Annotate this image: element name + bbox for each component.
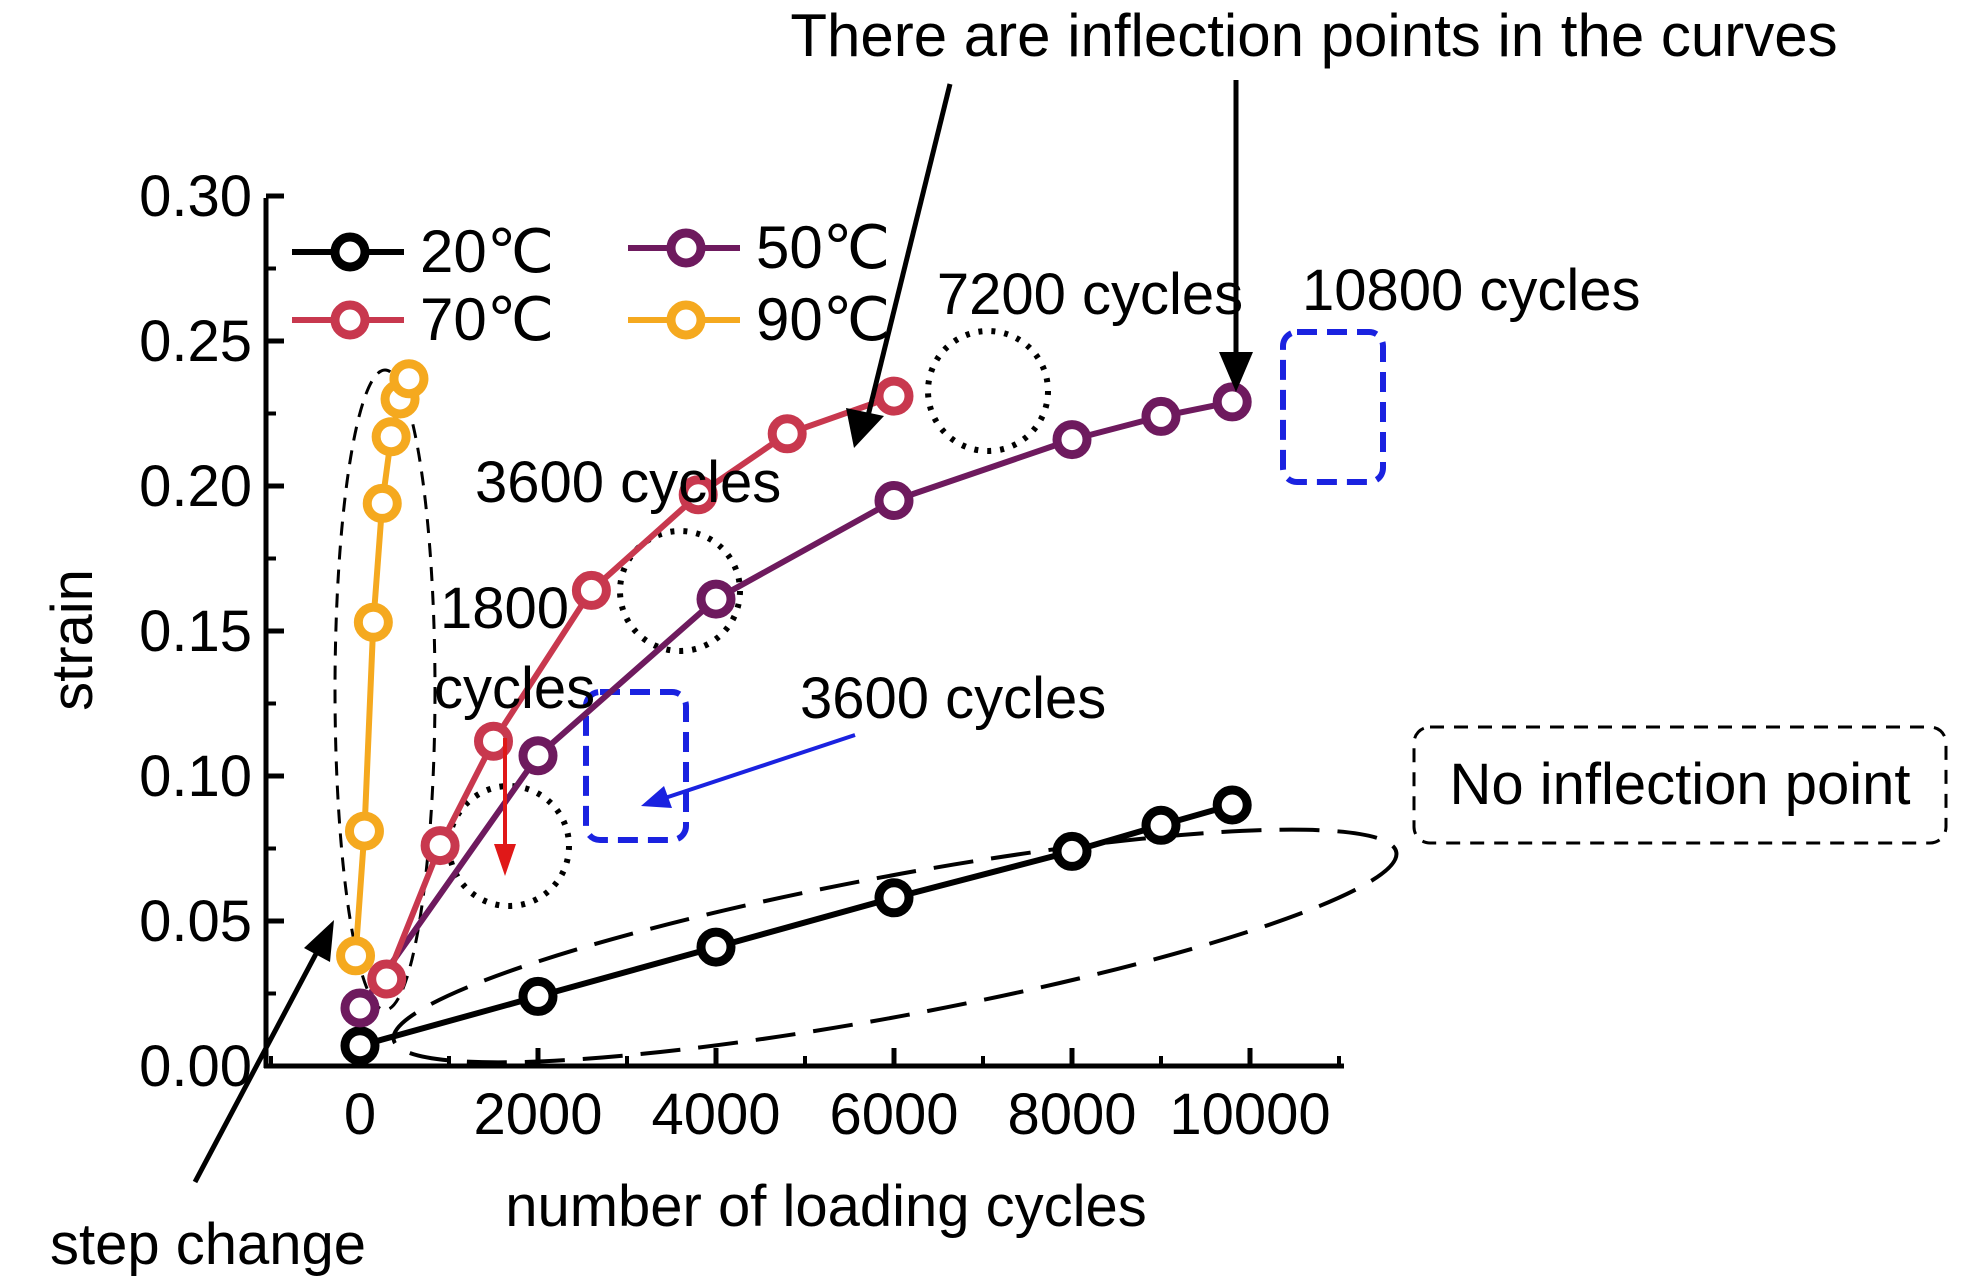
arrow-step-change-shaft bbox=[192, 948, 321, 1184]
series-3 bbox=[336, 359, 429, 976]
legend-marker-90c bbox=[666, 300, 706, 340]
legend-marker-50c bbox=[666, 228, 706, 268]
annotation-step-change: step change bbox=[50, 1212, 366, 1276]
data-point bbox=[371, 417, 411, 457]
legend-label-20c: 20℃ bbox=[420, 218, 554, 285]
data-point bbox=[571, 570, 611, 610]
data-point bbox=[518, 976, 558, 1016]
x-tick-label: 2000 bbox=[473, 1082, 602, 1147]
data-point bbox=[362, 483, 402, 523]
arrow-1800-head bbox=[494, 844, 516, 876]
x-axis-title: number of loading cycles bbox=[505, 1174, 1147, 1239]
data-point bbox=[678, 475, 718, 515]
data-point bbox=[1052, 420, 1092, 460]
arrow-3600-blue-head bbox=[641, 786, 672, 808]
data-point bbox=[518, 736, 558, 776]
x-tick-label: 0 bbox=[344, 1082, 376, 1147]
data-point bbox=[874, 481, 914, 520]
x-tick-label: 10000 bbox=[1169, 1082, 1330, 1147]
annotation-10800-cycles: 10800 cycles bbox=[1302, 258, 1641, 323]
data-point bbox=[1212, 785, 1252, 825]
y-tick-label: 0.30 bbox=[139, 164, 252, 229]
data-point bbox=[767, 414, 807, 454]
y-axis-title: strain bbox=[40, 569, 105, 711]
data-point bbox=[344, 811, 384, 851]
series-layer bbox=[336, 359, 1252, 1066]
y-tick-label: 0.00 bbox=[139, 1034, 252, 1099]
no-inflection-box bbox=[1412, 725, 1948, 845]
series-2 bbox=[367, 376, 914, 999]
data-point bbox=[353, 602, 393, 642]
series-1 bbox=[340, 382, 1252, 1028]
annotation-7200-cycles: 7200 cycles bbox=[937, 262, 1243, 327]
circle-1800-cycles bbox=[446, 783, 572, 909]
data-point bbox=[340, 1026, 380, 1066]
box-3600-cycles-50 bbox=[583, 689, 689, 843]
legend-label-70c: 70℃ bbox=[420, 286, 554, 353]
step-change-ellipse bbox=[333, 368, 437, 1012]
y-tick-label: 0.10 bbox=[139, 744, 252, 809]
data-point bbox=[1052, 831, 1092, 871]
arrow-inflection-left-head bbox=[846, 408, 884, 448]
legend-marker-20c bbox=[330, 232, 370, 272]
annotation-1800: 1800 bbox=[440, 576, 569, 641]
data-point bbox=[874, 878, 914, 918]
y-ticks: 0.00 0.05 0.10 0.15 0.20 0.25 0.30 bbox=[139, 164, 284, 1099]
y-tick-label: 0.15 bbox=[139, 599, 252, 664]
data-point bbox=[340, 988, 380, 1028]
y-tick-label: 0.20 bbox=[139, 454, 252, 519]
legend-item-90c: 90℃ bbox=[628, 286, 890, 353]
y-tick-label: 0.25 bbox=[139, 309, 252, 374]
series-line bbox=[352, 377, 412, 957]
y-tick-label: 0.05 bbox=[139, 889, 252, 954]
data-point bbox=[696, 579, 736, 619]
highlight-shapes bbox=[333, 328, 1948, 1065]
legend: 20℃ 50℃ 70℃ 90℃ bbox=[292, 214, 890, 353]
arrow-inflection-right-head bbox=[1219, 352, 1253, 392]
x-tick-label: 4000 bbox=[651, 1082, 780, 1147]
data-point bbox=[1141, 396, 1181, 436]
legend-marker-70c bbox=[330, 300, 370, 340]
box-10800-cycles bbox=[1280, 329, 1386, 485]
data-point bbox=[367, 959, 407, 999]
data-point bbox=[336, 936, 376, 976]
x-ticks: 0 2000 4000 6000 8000 10000 bbox=[269, 1048, 1341, 1147]
series-0 bbox=[340, 785, 1252, 1066]
data-point bbox=[696, 927, 736, 967]
legend-item-50c: 50℃ bbox=[628, 214, 890, 281]
no-inflection-ellipse bbox=[391, 827, 1399, 1065]
arrow-inflection-left-shaft bbox=[863, 83, 953, 425]
data-point bbox=[389, 359, 429, 399]
legend-item-70c: 70℃ bbox=[292, 286, 554, 353]
data-point bbox=[1212, 382, 1252, 422]
arrows bbox=[192, 80, 1253, 1184]
annotation-no-inflection: No inflection point bbox=[1449, 752, 1910, 817]
annotation-1800-cycles: cycles bbox=[434, 656, 595, 721]
data-point bbox=[474, 721, 513, 761]
arrow-3600-blue-shaft bbox=[664, 733, 856, 800]
data-point bbox=[1141, 805, 1181, 845]
x-tick-label: 8000 bbox=[1007, 1082, 1136, 1147]
series-line bbox=[359, 802, 1234, 1049]
annotation-inflection-points: There are inflection points in the curve… bbox=[790, 2, 1837, 69]
annotation-3600-cycles-70: 3600 cycles bbox=[475, 450, 781, 515]
legend-item-20c: 20℃ bbox=[292, 218, 554, 285]
axes: 0.00 0.05 0.10 0.15 0.20 0.25 0.30 0 2000 4000 60… bbox=[40, 164, 1344, 1239]
x-tick-label: 6000 bbox=[829, 1082, 958, 1147]
arrow-step-change-head bbox=[304, 920, 334, 962]
circle-3600-cycles-70 bbox=[617, 528, 743, 654]
legend-label-90c: 90℃ bbox=[756, 286, 890, 353]
annotation-3600-cycles-50: 3600 cycles bbox=[800, 666, 1106, 731]
annotations: There are inflection points in the curve… bbox=[50, 2, 1911, 1276]
data-point bbox=[420, 826, 460, 866]
data-point bbox=[874, 376, 914, 416]
legend-label-50c: 50℃ bbox=[756, 214, 890, 281]
circle-7200-cycles bbox=[925, 328, 1051, 454]
